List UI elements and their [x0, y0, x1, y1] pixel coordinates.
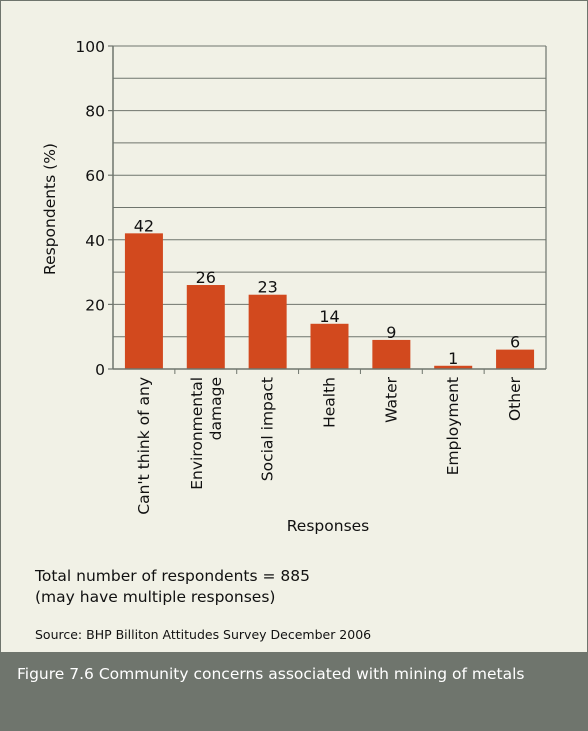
caption-band: Figure 7.6 Community concerns associated…	[1, 652, 587, 730]
category-label: Environmentaldamage	[188, 377, 225, 490]
bar	[186, 285, 225, 369]
axes	[108, 45, 547, 374]
data-label: 42	[134, 216, 154, 235]
category-label: Water	[382, 376, 400, 422]
data-label: 1	[448, 349, 458, 368]
y-tick-label: 40	[85, 232, 105, 250]
bar	[124, 233, 163, 369]
category-label: Can't think of any	[135, 377, 153, 515]
gridlines	[113, 45, 546, 338]
category-label: Other	[506, 376, 524, 421]
multiple-responses-note: (may have multiple responses)	[35, 588, 276, 606]
data-label: 23	[257, 278, 277, 297]
bar	[372, 339, 411, 369]
data-label: 6	[510, 333, 520, 352]
y-axis-label: Respondents (%)	[41, 143, 59, 275]
bar	[310, 323, 349, 369]
category-label: Health	[321, 377, 339, 428]
y-tick-label: 60	[85, 167, 105, 185]
bar	[434, 365, 473, 369]
bar	[496, 349, 535, 369]
source-note: Source: BHP Billiton Attitudes Survey De…	[35, 627, 372, 642]
y-tick-label: 0	[95, 361, 105, 379]
data-label: 9	[386, 323, 396, 342]
bar-chart: 42 Can't think of any 26 Environmentaldamag…	[41, 38, 547, 535]
category-label: Social impact	[259, 377, 277, 481]
category-label: Employment	[444, 377, 462, 475]
bars	[124, 233, 535, 369]
total-respondents-note: Total number of respondents = 885	[35, 567, 310, 585]
bar	[248, 294, 287, 369]
x-axis-label: Responses	[287, 517, 370, 535]
data-label: 14	[319, 307, 339, 326]
labels: 42 Can't think of any 26 Environmentaldamag…	[75, 38, 524, 515]
figure-caption: Figure 7.6 Community concerns associated…	[17, 665, 525, 683]
y-tick-label: 100	[75, 38, 105, 56]
data-label: 26	[196, 268, 216, 287]
y-tick-label: 80	[85, 103, 105, 121]
y-tick-label: 20	[85, 296, 105, 314]
